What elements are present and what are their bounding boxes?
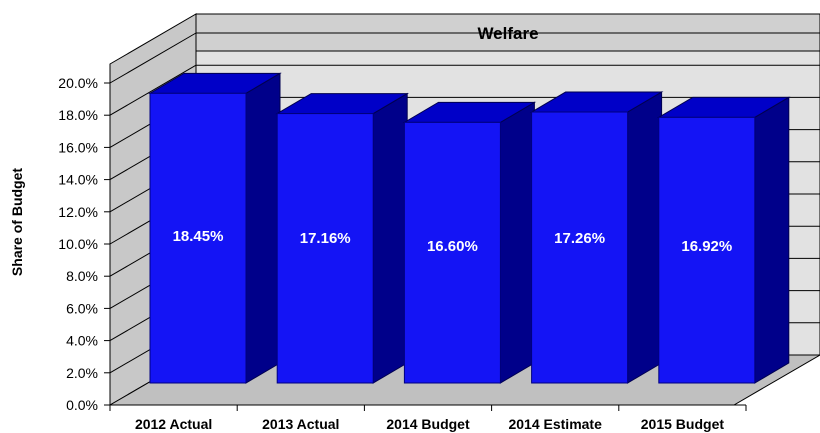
- bars: [148, 72, 791, 384]
- bar: [148, 72, 282, 384]
- bar: [275, 92, 410, 384]
- data-labels: 18.45% 17.16% 16.60% 17.26% 16.92%: [173, 228, 733, 255]
- gridline-side: [109, 64, 197, 116]
- bar-front-face: [403, 121, 501, 384]
- y-tick-label: 8.0%: [66, 268, 98, 284]
- x-tick-label: 2013 Actual: [262, 416, 339, 432]
- bar-side-face: [245, 72, 281, 384]
- data-label: 17.16%: [300, 230, 351, 247]
- bar: [656, 96, 791, 384]
- x-tick-label: 2014 Estimate: [508, 416, 602, 432]
- x-tick-label: 2014 Budget: [386, 416, 470, 432]
- y-tick-label: 10.0%: [58, 236, 98, 252]
- chart-title: Welfare: [477, 24, 538, 43]
- gridline-side: [109, 32, 197, 84]
- bar-side-face: [754, 96, 790, 384]
- bar-side-face: [372, 92, 408, 384]
- y-axis-title: Share of Budget: [9, 168, 25, 276]
- bar-front-face: [531, 111, 629, 384]
- y-tick-label: 14.0%: [58, 172, 98, 188]
- y-tick-label: 18.0%: [58, 107, 98, 123]
- y-axis: 0.0% 2.0% 4.0% 6.0% 8.0% 10.0% 12.0% 14.0% 16.0%…: [58, 75, 111, 413]
- y-tick-label: 2.0%: [66, 365, 98, 381]
- y-tick-label: 16.0%: [58, 139, 98, 155]
- bar-side-face: [627, 91, 663, 384]
- data-label: 18.45%: [173, 228, 224, 245]
- x-tick-label: 2012 Actual: [135, 416, 212, 432]
- y-tick-label: 0.0%: [66, 397, 98, 413]
- data-label: 16.60%: [427, 238, 478, 255]
- bar-front-face: [658, 116, 756, 384]
- bar: [402, 101, 537, 384]
- x-axis: 2012 Actual 2013 Actual 2014 Budget 2014 Es…: [109, 404, 747, 432]
- bar-front-face: [149, 92, 247, 384]
- bar-side-face: [499, 101, 535, 384]
- bar: [529, 91, 664, 384]
- y-tick-label: 4.0%: [66, 333, 98, 349]
- x-tick-label: 2015 Budget: [641, 416, 725, 432]
- y-tick-label: 6.0%: [66, 300, 98, 316]
- y-tick-label: 20.0%: [58, 75, 98, 91]
- y-tick-label: 12.0%: [58, 204, 98, 220]
- bar-front-face: [276, 113, 374, 384]
- data-label: 16.92%: [681, 238, 732, 255]
- data-label: 17.26%: [554, 230, 605, 247]
